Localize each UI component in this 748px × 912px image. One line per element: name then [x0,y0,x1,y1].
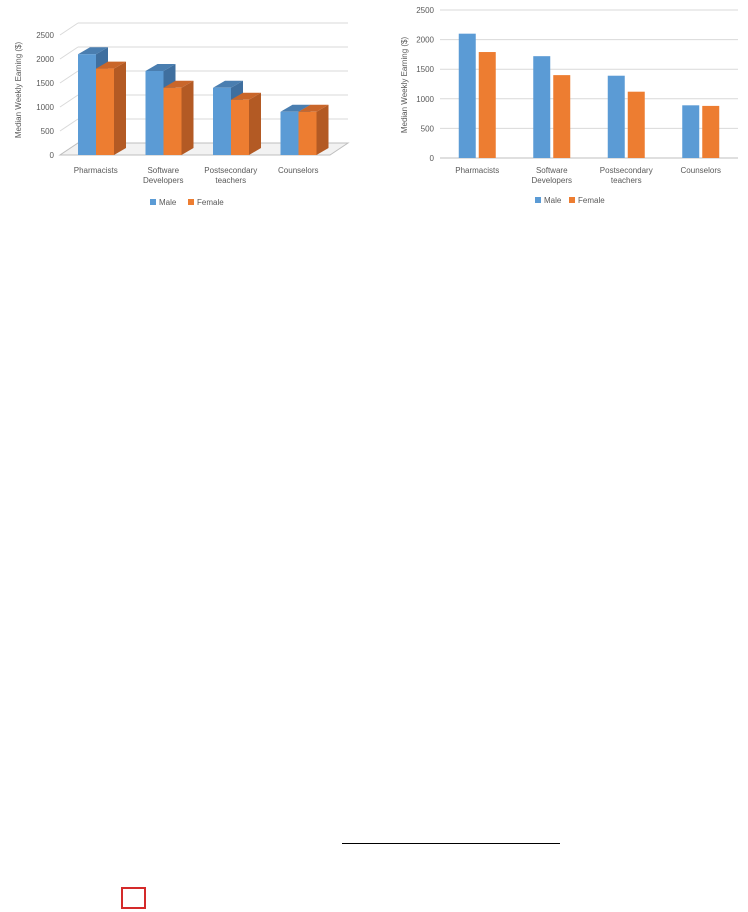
x-tick-label-pharmacists: Pharmacists [455,166,499,175]
y-axis-label: Median Weekly Earning ($) [400,36,409,133]
bar-male-software-developers [533,56,551,159]
legend-swatch-female [188,199,194,205]
red-outline-box [121,887,146,909]
y-axis-label: Median Weekly Earning ($) [14,41,23,138]
y-tick-label: 0 [430,154,435,163]
x-tick-label-pharmacists: Pharmacists [74,166,118,175]
bar-male-pharmacists [458,33,476,158]
bar-side-female-software-developers [181,80,194,155]
bar-male-pharmacists [78,54,96,156]
gridline-side [59,118,79,132]
bar-top-male-software-developers [145,64,176,71]
footnote-separator-line [342,843,560,844]
y-tick-label: 1000 [416,95,434,104]
y-tick-label: 2000 [416,36,434,45]
bar-side-female-postsecondary-teachers [249,92,261,155]
x-tick-label-counselors: Counselors [278,166,318,175]
y-tick-label: 2500 [416,6,434,15]
gridline-side [59,22,79,36]
bar-top-male-pharmacists [78,47,108,55]
legend-swatch-male [535,197,541,203]
legend-swatch-female [569,197,575,203]
gridline-side [59,46,79,60]
bar-top-male-counselors [280,104,311,112]
bar-top-female-counselors [298,104,329,112]
chart-2d-svg: 0 500 1000 1500 2000 2500 Median Weekly Earnin… [400,6,738,205]
bar-top-male-postsecondary-teachers [213,80,243,88]
bar-side-female-counselors [316,104,329,155]
bar-male-counselors [280,111,299,155]
legend-swatch-male [150,199,156,205]
bar-female-postsecondary-teachers [231,99,249,155]
legend-label-female: Female [578,196,605,205]
bar-top-female-software-developers [163,80,194,88]
x-tick-label-postsecondary-teachers: Postsecondary teachers [204,166,257,185]
bar-female-software-developers [163,87,182,155]
gridline-side [59,94,79,108]
bar-male-software-developers [145,71,164,155]
chart-3d-svg: 0 500 1000 1500 2000 2500 Median Weekly Earnin… [14,22,350,207]
gridline-side [59,70,79,84]
bar-female-counselors [702,105,720,158]
y-tick-label: 1500 [416,65,434,74]
bar-male-postsecondary-teachers [213,87,231,155]
bar-female-pharmacists [96,68,114,155]
y-tick-label: 1500 [36,79,54,88]
chart-2d-median-weekly-earning: 0 500 1000 1500 2000 2500 Median Weekly Earnin… [380,0,748,215]
x-tick-label-software-developers: Software Developers [532,166,572,185]
x-tick-label-postsecondary-teachers: Postsecondary teachers [600,166,653,185]
bar-female-pharmacists [478,52,496,159]
x-tick-label-counselors: Counselors [681,166,721,175]
bar-male-postsecondary-teachers [607,75,625,158]
y-tick-label: 500 [41,127,55,136]
bar-male-counselors [682,105,700,158]
y-tick-label: 0 [50,151,55,160]
y-tick-label: 2500 [36,31,54,40]
bar-female-postsecondary-teachers [627,91,645,158]
y-tick-label: 2000 [36,55,54,64]
bar-top-female-postsecondary-teachers [231,92,261,100]
y-tick-label: 1000 [36,103,54,112]
bar-side-female-pharmacists [114,61,126,155]
legend-label-male: Male [159,198,177,207]
bar-female-counselors [298,111,317,155]
chart-3d-median-weekly-earning: 0 500 1000 1500 2000 2500 Median Weekly Earnin… [0,0,370,215]
legend-label-female: Female [197,198,224,207]
legend-label-male: Male [544,196,562,205]
x-tick-label-software-developers: Software Developers [143,166,183,185]
y-tick-label: 500 [421,124,435,133]
bar-female-software-developers [553,75,571,158]
bar-top-female-pharmacists [96,61,126,69]
